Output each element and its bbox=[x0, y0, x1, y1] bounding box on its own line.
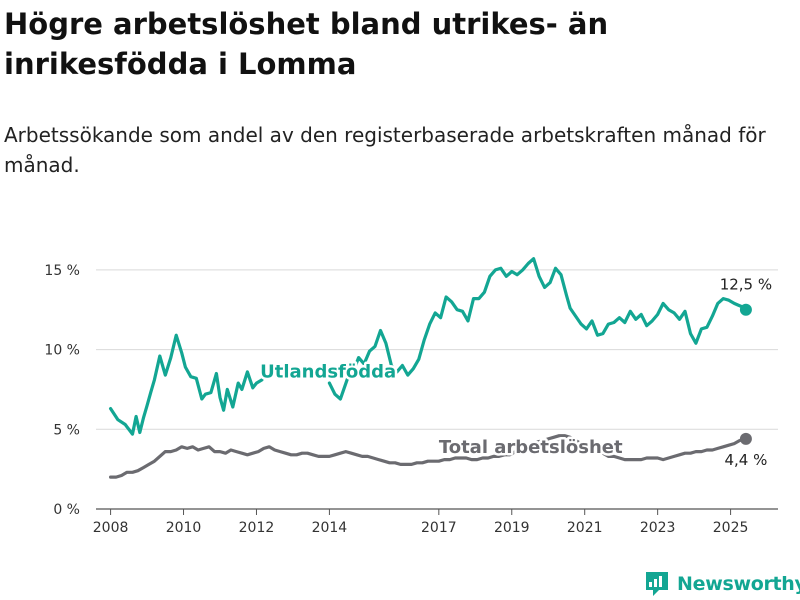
newsworthy-logo-icon bbox=[646, 572, 668, 596]
series-lines bbox=[109, 257, 752, 479]
x-tick-label: 2014 bbox=[312, 520, 348, 536]
x-tick-label: 2010 bbox=[166, 520, 202, 536]
x-tick-label: 2023 bbox=[640, 520, 676, 536]
gridlines bbox=[96, 269, 778, 515]
y-tick-label: 0 % bbox=[53, 502, 80, 518]
end-value-label: 4,4 % bbox=[724, 451, 767, 469]
y-tick-label: 10 % bbox=[44, 343, 80, 359]
x-tick-label: 2017 bbox=[421, 520, 457, 536]
series-endpoint-utlandsfodda bbox=[739, 303, 752, 316]
series-endpoint-total bbox=[739, 432, 752, 445]
series-line-utlandsfodda bbox=[109, 257, 748, 436]
axis-tick-labels: 0 % 5 % 10 % 15 % 2008 2010 2012 2014 2017 2019 20… bbox=[44, 263, 748, 536]
series-label: Total arbetslöshet bbox=[439, 437, 623, 458]
y-tick-label: 5 % bbox=[53, 422, 80, 438]
brand-name: Newsworthy bbox=[677, 573, 800, 595]
x-tick-label: 2012 bbox=[239, 520, 275, 536]
chart-title: Högre arbetslöshet bland utrikes- än inr… bbox=[4, 7, 609, 81]
newsworthy-brand: Newsworthy bbox=[644, 568, 800, 600]
series-label: Utlandsfödda bbox=[260, 361, 396, 382]
x-tick-label: 2008 bbox=[93, 520, 129, 536]
x-tick-label: 2025 bbox=[713, 520, 749, 536]
x-tick-label: 2019 bbox=[494, 520, 530, 536]
y-tick-label: 15 % bbox=[44, 263, 80, 279]
series-labels: 12,5 % 4,4 % Utlandsfödda Total arbetslöshe… bbox=[258, 274, 774, 471]
end-value-label: 12,5 % bbox=[720, 276, 772, 294]
x-tick-label: 2021 bbox=[567, 520, 603, 536]
chart-subtitle: Arbetssökande som andel av den registerb… bbox=[4, 123, 766, 177]
series-line-total bbox=[109, 434, 748, 479]
